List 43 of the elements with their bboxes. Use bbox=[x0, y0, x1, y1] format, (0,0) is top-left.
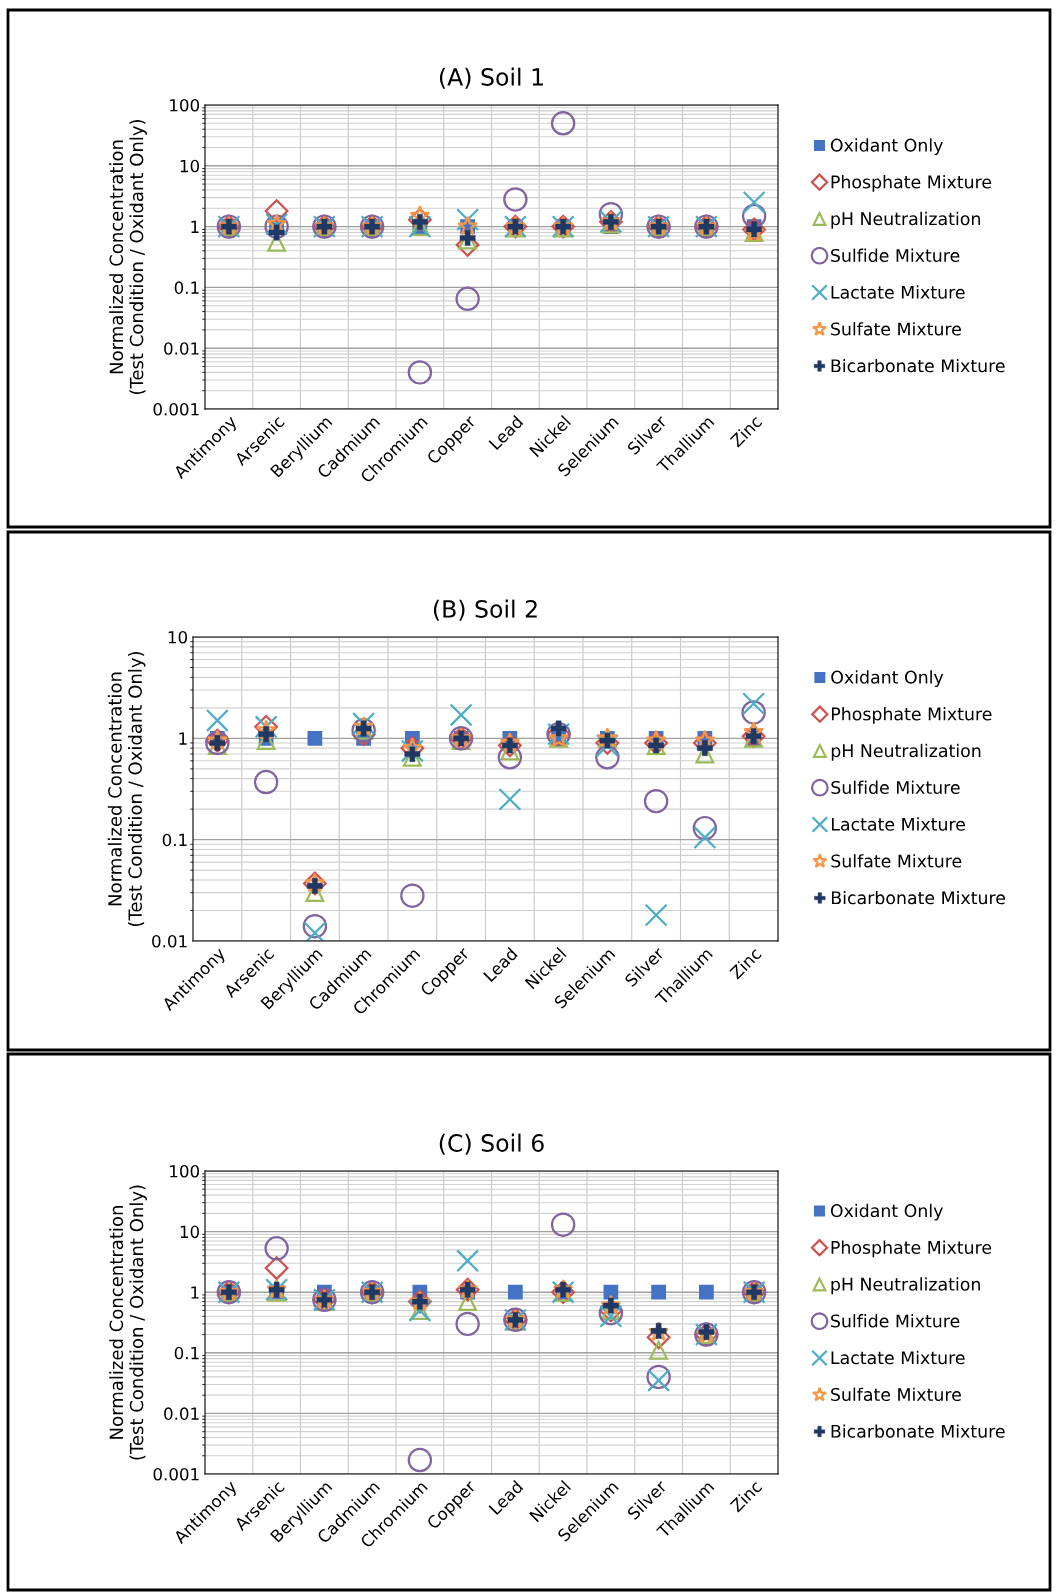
y-tick-label: 100 bbox=[170, 1164, 200, 1178]
y-tick-label: 0.1 bbox=[174, 281, 199, 294]
legend-label: Sulfate Mixture bbox=[831, 854, 962, 868]
legend-label: Oxidant Only bbox=[830, 1203, 943, 1221]
y-tick-label: 10 bbox=[180, 159, 200, 173]
legend-label: Sulfate Mixture bbox=[831, 1387, 961, 1402]
y-tick-label: 0.01 bbox=[152, 934, 187, 948]
legend-label: Lactate Mixture bbox=[831, 285, 965, 299]
legend-label: Lactate Mixture bbox=[831, 1350, 965, 1365]
legend-label: Oxidant Only bbox=[831, 670, 944, 688]
legend-label: Bicarbonate Mixture bbox=[831, 358, 1005, 373]
y-tick-label: 1 bbox=[191, 1286, 199, 1299]
y-tick-label: 10 bbox=[168, 630, 188, 644]
y-tick-label: 0.01 bbox=[164, 342, 199, 355]
y-tick-label: 0.001 bbox=[153, 402, 199, 416]
chart-title: (A) Soil 1 bbox=[439, 67, 543, 89]
legend-label: Lactate Mixture bbox=[831, 817, 965, 831]
chart-title: (C) Soil 6 bbox=[439, 1133, 544, 1155]
legend-label: Phosphate Mixture bbox=[831, 175, 992, 192]
legend-label: Sulfate Mixture bbox=[831, 322, 961, 336]
legend-label: Bicarbonate Mixture bbox=[831, 890, 1006, 905]
legend-label: Phosphate Mixture bbox=[831, 1240, 992, 1258]
legend-label: pH Neutralization bbox=[831, 1277, 980, 1295]
y-axis-title: Normalized Concentration (Test Condition / Oxidant Only) bbox=[107, 651, 146, 927]
chart-title: (B) Soil 2 bbox=[433, 599, 537, 621]
y-tick-label: 10 bbox=[180, 1225, 200, 1239]
y-tick-label: 0.01 bbox=[164, 1407, 199, 1420]
legend-label: Sulfide Mixture bbox=[831, 1314, 960, 1328]
y-tick-label: 0.1 bbox=[162, 833, 187, 847]
legend-label: Bicarbonate Mixture bbox=[831, 1424, 1005, 1438]
legend-label: Phosphate Mixture bbox=[831, 707, 992, 724]
y-tick-label: 1 bbox=[191, 220, 199, 233]
y-tick-label: 0.001 bbox=[153, 1467, 199, 1481]
legend-label: Sulfide Mixture bbox=[831, 780, 960, 795]
y-tick-label: 0.1 bbox=[174, 1346, 199, 1360]
legend-label: Sulfide Mixture bbox=[831, 248, 960, 263]
y-tick-label: 100 bbox=[170, 98, 200, 112]
legend-label: Oxidant Only bbox=[830, 138, 943, 156]
legend-label: pH Neutralization bbox=[831, 743, 981, 761]
y-axis-title: Normalized Concentration (Test Condition / Oxidant Only) bbox=[109, 1185, 147, 1460]
y-tick-label: 1 bbox=[179, 732, 187, 745]
legend-label: pH Neutralization bbox=[831, 211, 980, 229]
y-axis-title: Normalized Concentration (Test Condition / Oxidant Only) bbox=[109, 119, 147, 395]
